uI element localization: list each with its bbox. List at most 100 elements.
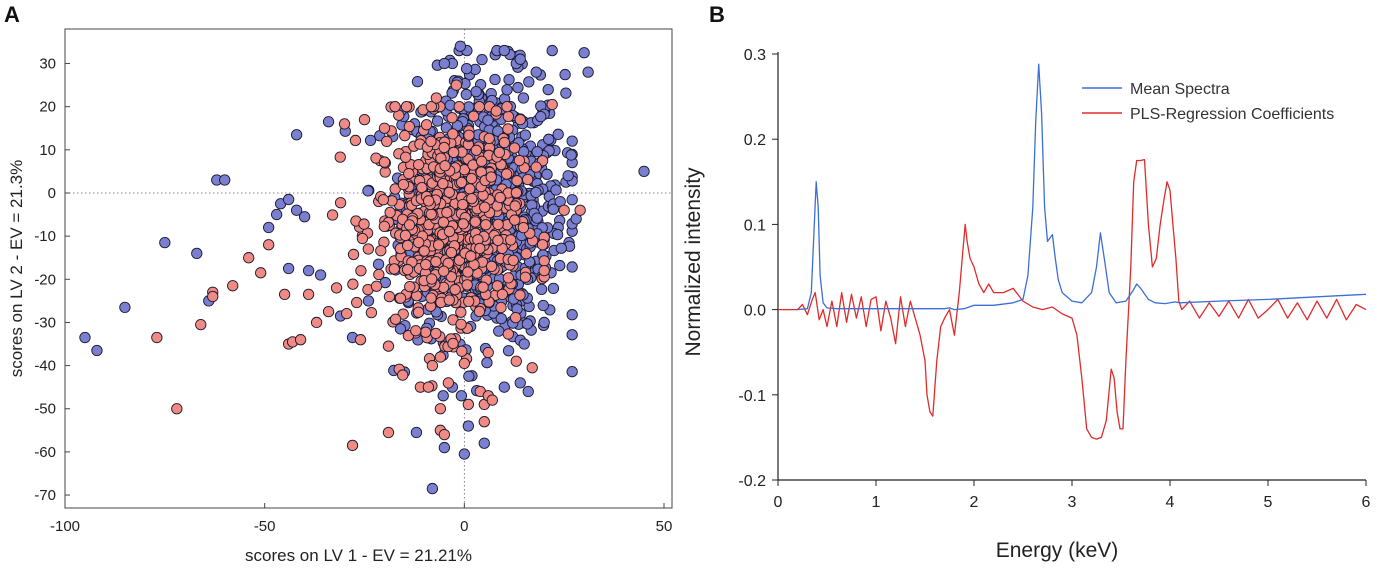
point-blue [458, 448, 470, 460]
point-red [310, 316, 323, 329]
point-red [482, 346, 494, 359]
point-red [502, 123, 514, 135]
x-tick-label: 4 [1166, 494, 1175, 511]
point-red [171, 403, 183, 415]
point-blue [555, 242, 567, 254]
point-red [522, 173, 534, 186]
point-red [463, 129, 475, 141]
point-blue [290, 204, 303, 216]
point-red [377, 194, 389, 206]
point-red [347, 248, 360, 261]
point-red [438, 265, 450, 277]
point-red [302, 288, 315, 301]
point-blue [542, 84, 554, 96]
point-red [466, 192, 478, 205]
point-blue [91, 344, 103, 357]
point-blue [550, 184, 562, 196]
point-red [430, 92, 443, 104]
point-red [443, 225, 456, 238]
point-blue [578, 47, 590, 59]
x-tick-label: 1 [872, 494, 881, 511]
point-blue [560, 87, 572, 99]
point-red [517, 221, 530, 234]
point-red [510, 311, 522, 324]
point-red [397, 178, 410, 191]
point-red [508, 142, 521, 154]
point-blue [437, 390, 449, 402]
y-tick-label: 10 [39, 142, 56, 159]
point-red [425, 101, 438, 113]
point-blue [438, 441, 451, 454]
point-blue [552, 128, 564, 140]
point-red [403, 219, 416, 231]
point-blue [362, 185, 374, 197]
point-red [378, 156, 391, 168]
point-red [457, 198, 469, 211]
point-red [394, 292, 407, 304]
y-tick-label: -0.2 [738, 473, 766, 490]
point-red [470, 144, 482, 156]
scatter-points [65, 29, 672, 508]
point-blue [566, 366, 578, 378]
point-red [243, 252, 255, 264]
point-blue [523, 76, 535, 88]
point-red [458, 357, 470, 370]
point-red [514, 113, 526, 126]
y-tick-label: -40 [34, 358, 56, 375]
point-red [437, 216, 450, 228]
point-red [422, 195, 435, 207]
point-red [483, 132, 495, 145]
point-blue [518, 338, 530, 350]
x-tick-label: -50 [254, 518, 276, 535]
point-red [493, 146, 506, 158]
point-blue [554, 259, 566, 272]
point-blue [566, 329, 578, 341]
point-red [365, 306, 378, 319]
point-blue [551, 228, 564, 241]
point-red [416, 182, 428, 194]
point-red [422, 381, 435, 393]
point-red [404, 280, 416, 293]
point-blue [302, 265, 315, 277]
panel-label-b: B [709, 2, 725, 27]
point-red [480, 219, 492, 231]
x-tick-label: 0 [460, 518, 468, 535]
x-tick-label: 50 [656, 518, 673, 535]
point-red [456, 345, 468, 357]
point-red [358, 218, 370, 230]
point-blue [482, 114, 494, 126]
point-red [418, 245, 430, 257]
point-red [378, 220, 391, 233]
point-red [378, 122, 391, 134]
series-line-pls-coefficients [778, 158, 1367, 440]
point-red [278, 288, 291, 301]
x-tick-label: 6 [1362, 494, 1371, 511]
point-red [341, 307, 353, 320]
point-red [486, 394, 498, 406]
point-blue [566, 135, 578, 147]
point-red [478, 416, 490, 428]
point-red [400, 151, 412, 163]
point-red [494, 191, 506, 204]
point-red [443, 186, 455, 198]
point-blue [362, 295, 375, 307]
point-blue [314, 269, 327, 281]
point-blue [538, 316, 550, 329]
point-red [400, 101, 413, 113]
point-red [381, 135, 393, 148]
series-line-mean-spectra [797, 63, 1367, 311]
point-red [457, 218, 469, 230]
point-red [195, 318, 207, 331]
point-blue [460, 63, 473, 75]
point-red [255, 267, 267, 279]
point-blue [79, 331, 91, 344]
point-blue [517, 92, 530, 104]
point-red [334, 197, 347, 209]
point-red [473, 305, 486, 318]
point-blue [582, 66, 594, 78]
point-red [491, 280, 504, 292]
point-red [455, 176, 468, 189]
point-blue [512, 81, 524, 94]
panel-label-a: A [4, 2, 20, 27]
point-blue [566, 194, 578, 206]
